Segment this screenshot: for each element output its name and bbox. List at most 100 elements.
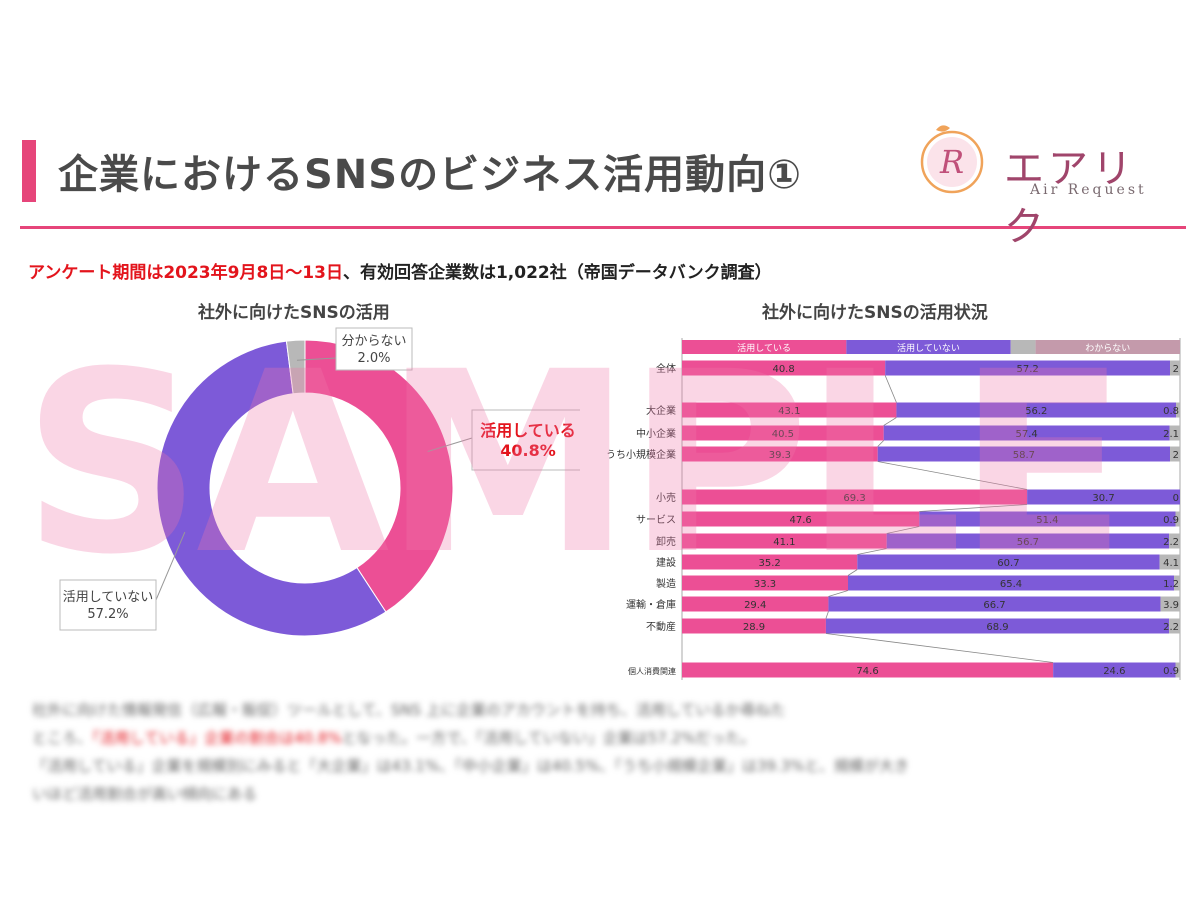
pie-slice <box>156 340 387 637</box>
survey-note: アンケート期間は2023年9月8日～13日、有効回答企業数は1,022社（帝国デ… <box>28 258 772 283</box>
bar-segment <box>1176 402 1180 418</box>
body-line-post: となった。一方で、「活用していない」企業は57.2%だった。 <box>341 729 756 747</box>
logo-text: エアリク <box>1004 146 1136 250</box>
bar-segment <box>1175 511 1180 527</box>
row-label: 個人消費関連 <box>628 666 676 676</box>
connector-line <box>825 633 1054 663</box>
legend-swatch <box>1035 340 1180 354</box>
bar-value-label: 65.4 <box>1000 579 1022 590</box>
title-underline <box>20 226 1186 229</box>
bar-value-label: 2.2 <box>1163 537 1179 548</box>
bar-value-label: 30.7 <box>1092 493 1114 504</box>
bar-segment <box>1174 575 1180 591</box>
bar-segment <box>885 360 1171 376</box>
legend-swatch <box>682 340 847 354</box>
pie-slice <box>304 339 454 613</box>
legend-label: 活用していない <box>897 342 960 354</box>
pie-slice <box>285 339 306 395</box>
body-text: 社外に向けた情報発信（広報・販促）ツールとして、SNS 上に企業のアカウントを持… <box>32 696 1162 808</box>
bar-segment <box>682 446 878 462</box>
bar-value-label: 1.2 <box>1163 579 1179 590</box>
bar-value-label: 4.1 <box>1163 558 1179 569</box>
bar-value-label: 3.9 <box>1163 600 1179 611</box>
body-highlight: 「活用している」企業の割合は40.8% <box>92 729 342 747</box>
connector-line <box>847 569 858 576</box>
bar-value-label: 57.2 <box>1016 364 1038 375</box>
bar-segment <box>848 575 1175 591</box>
bar-segment <box>1169 425 1180 441</box>
logo: R エアリク Air Request <box>912 120 1172 250</box>
body-line: 社外に向けた情報発信（広報・販促）ツールとして、SNS 上に企業のアカウントを持… <box>32 701 786 719</box>
bar-value-label: 56.7 <box>1017 537 1039 548</box>
bar-value-label: 0.8 <box>1163 406 1179 417</box>
bar-segment <box>682 533 887 549</box>
body-line-pre: ところ、 <box>32 729 93 747</box>
bar-segment <box>682 360 886 376</box>
callout-box <box>471 409 580 471</box>
callout-line <box>296 357 337 361</box>
bar-value-label: 2.1 <box>1163 429 1179 440</box>
bar-segment <box>682 511 920 527</box>
bar-segment <box>682 662 1054 678</box>
bar-segment <box>682 575 848 591</box>
logo-mark-letter: R <box>939 143 964 181</box>
bar-value-label: 28.9 <box>743 622 765 633</box>
bar-value-label: 56.2 <box>1025 406 1047 417</box>
bar-segment <box>857 554 1160 570</box>
logo-mark-icon: R <box>920 125 984 194</box>
bar-segment <box>886 533 1170 549</box>
body-line: 「活用している」企業を規模別にみると「大企業」は43.1%、「中小企業」は40.… <box>32 757 909 775</box>
row-label: 卸売 <box>656 535 676 548</box>
pie-label: 活用していない <box>63 590 154 605</box>
bar-segment <box>682 402 897 418</box>
bar-value-label: 47.6 <box>790 515 812 526</box>
callout-box <box>59 579 157 631</box>
connector-line <box>825 611 829 619</box>
bar-value-label: 0 <box>1173 493 1179 504</box>
legend-swatch <box>1010 340 1036 354</box>
bar-segment <box>1169 533 1180 549</box>
bar-segment <box>1170 360 1180 376</box>
row-label: サービス <box>636 514 676 526</box>
bar-value-label: 39.3 <box>769 450 791 461</box>
bar-segment <box>682 425 884 441</box>
bar-value-label: 2 <box>1173 364 1179 375</box>
page-title: 企業におけるSNSのビジネス活用動向① <box>58 152 802 198</box>
bar-value-label: 58.7 <box>1013 450 1035 461</box>
bar-value-label: 0.9 <box>1163 515 1179 526</box>
bar-segment <box>1159 554 1180 570</box>
bar-segment <box>682 596 829 612</box>
bar-value-label: 2 <box>1173 450 1179 461</box>
bar-value-label: 40.5 <box>772 429 794 440</box>
row-label: うち小規模企業 <box>606 448 676 461</box>
callout-box <box>335 327 413 371</box>
row-label: 小売 <box>656 491 676 504</box>
bar-segment <box>682 618 826 634</box>
legend-label: わからない <box>1085 343 1130 354</box>
callout-line <box>155 531 186 601</box>
pie-value-label: 40.8% <box>500 441 556 460</box>
connector-line <box>919 504 1028 512</box>
row-label: 運輸・倉庫 <box>626 598 676 611</box>
connector-line <box>886 526 920 534</box>
logo-subtext: Air Request <box>1030 182 1147 198</box>
bar-value-label: 2.2 <box>1163 622 1179 633</box>
legend-swatch <box>846 340 1011 354</box>
callout-line <box>427 437 473 452</box>
row-label: 建設 <box>656 556 676 569</box>
bar-value-label: 0.9 <box>1163 666 1179 677</box>
row-label: 不動産 <box>646 620 676 633</box>
pie-label: 分からない <box>341 334 406 349</box>
bar-value-label: 74.6 <box>856 666 878 677</box>
bar-value-label: 60.7 <box>997 558 1019 569</box>
bar-value-label: 51.4 <box>1036 515 1058 526</box>
pie-value-label: 57.2% <box>87 607 128 622</box>
connector-line <box>877 461 1028 490</box>
bar-segment <box>1169 618 1180 634</box>
bar-segment <box>1170 446 1180 462</box>
bar-segment <box>883 425 1170 441</box>
bar-value-label: 24.6 <box>1103 666 1125 677</box>
connector-line <box>884 375 897 403</box>
pie-label: 活用している <box>480 421 576 440</box>
